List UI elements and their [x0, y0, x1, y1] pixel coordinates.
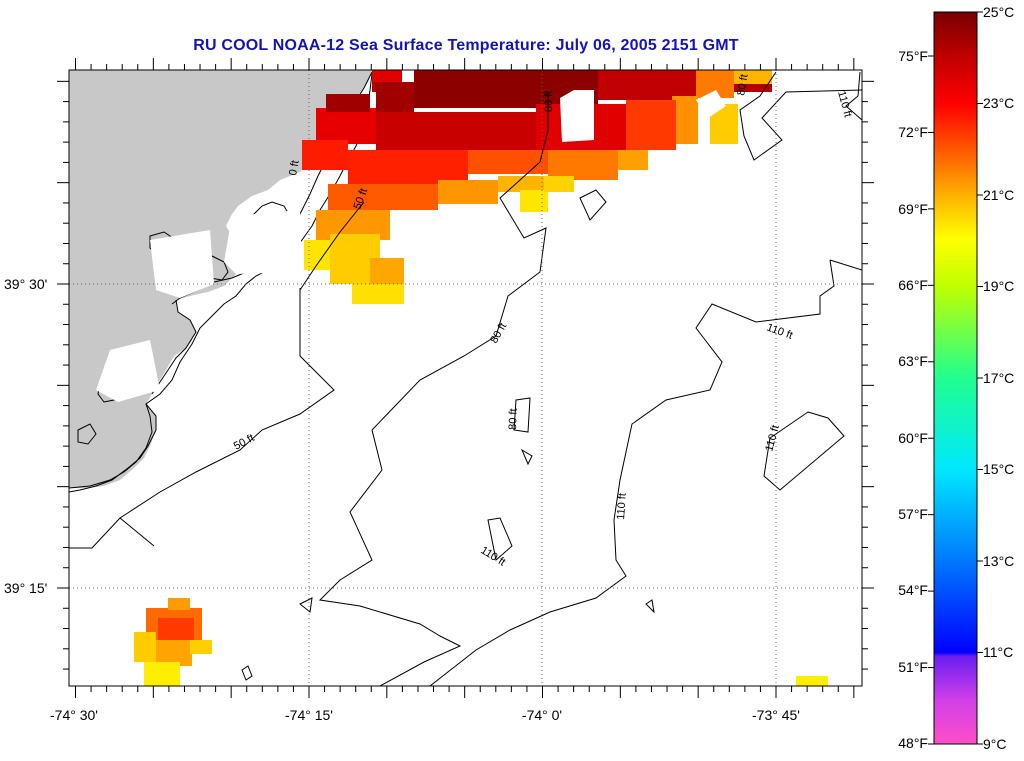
lon-label: -73° 45'	[752, 707, 800, 723]
fahrenheit-label: 63°F	[898, 353, 928, 369]
fahrenheit-label: 75°F	[898, 48, 928, 64]
colorbar-celsius-labels: 25°C 23°C 21°C 19°C 17°C 15°C 13°C 11°C …	[983, 4, 1014, 752]
axis-ticks	[57, 58, 874, 698]
fahrenheit-label: 48°F	[898, 735, 928, 751]
fahrenheit-label: 72°F	[898, 124, 928, 140]
fahrenheit-label: 69°F	[898, 201, 928, 217]
celsius-label: 21°C	[983, 187, 1014, 203]
depth-label: 110 ft	[615, 493, 629, 520]
celsius-label: 25°C	[983, 4, 1014, 20]
colorbar-fahrenheit-labels: 75°F 72°F 69°F 66°F 63°F 60°F 57°F 54°F …	[898, 48, 928, 751]
cloud-gap	[96, 210, 302, 402]
celsius-label: 23°C	[983, 95, 1014, 111]
celsius-label: 11°C	[983, 644, 1013, 660]
colorbar-ticks	[928, 11, 983, 745]
celsius-label: 17°C	[983, 370, 1014, 386]
sst-patch-south	[134, 598, 828, 686]
colorbar	[933, 11, 978, 745]
fahrenheit-label: 57°F	[898, 506, 928, 522]
celsius-label: 13°C	[983, 553, 1014, 569]
fahrenheit-label: 54°F	[898, 582, 928, 598]
fahrenheit-label: 66°F	[898, 277, 928, 293]
lon-label: -74° 15'	[285, 707, 333, 723]
depth-label: 0 ft	[287, 159, 301, 176]
sst-plume	[302, 70, 772, 304]
depth-label: 80 ft	[507, 408, 520, 430]
lat-label: 39° 15'	[4, 580, 47, 596]
celsius-label: 15°C	[983, 461, 1014, 477]
depth-label: 80 ft	[543, 91, 555, 112]
fahrenheit-label: 60°F	[898, 430, 928, 446]
bathymetry-contours	[69, 71, 862, 686]
depth-label: 80 ft	[735, 73, 751, 96]
lat-label: 39° 30'	[4, 276, 47, 292]
lon-label: -74° 0'	[522, 707, 562, 723]
fahrenheit-label: 51°F	[898, 659, 928, 675]
graticule	[69, 70, 862, 686]
lon-label: -74° 30'	[50, 707, 98, 723]
map-title: RU COOL NOAA-12 Sea Surface Temperature:…	[193, 37, 739, 54]
map-border	[68, 69, 863, 687]
celsius-label: 19°C	[983, 278, 1014, 294]
celsius-label: 9°C	[983, 736, 1007, 752]
